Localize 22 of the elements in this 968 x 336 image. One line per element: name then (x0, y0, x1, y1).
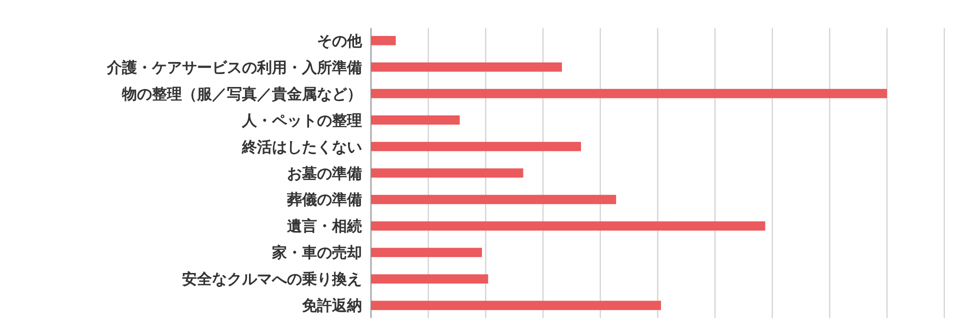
y-tick-label: その他 (317, 32, 363, 50)
bar (371, 115, 460, 125)
bar (371, 62, 562, 72)
bar (371, 300, 661, 310)
y-tick-label: 家・車の売却 (271, 244, 362, 262)
bar (371, 88, 887, 98)
bar (371, 248, 482, 258)
y-tick-label: お墓の準備 (287, 164, 362, 182)
y-tick-label: 終活はしたくない (241, 138, 362, 156)
y-tick-label: 葬儀の準備 (286, 190, 362, 209)
y-tick-label: 安全なクルマへの乗り換え (182, 270, 362, 288)
bar (371, 194, 616, 204)
bar (371, 36, 396, 46)
bar (371, 142, 582, 152)
bar (371, 221, 766, 231)
bar (371, 168, 524, 178)
y-tick-label: 免許返納 (301, 296, 362, 315)
bar (371, 274, 488, 284)
y-tick-label: 介護・ケアサービスの利用・入所準備 (106, 58, 362, 76)
y-tick-label: 物の整理（服／写真／貴金属など） (121, 84, 362, 103)
y-tick-label: 人・ペットの整理 (241, 111, 362, 130)
y-tick-label: 遺言・相続 (287, 217, 362, 236)
